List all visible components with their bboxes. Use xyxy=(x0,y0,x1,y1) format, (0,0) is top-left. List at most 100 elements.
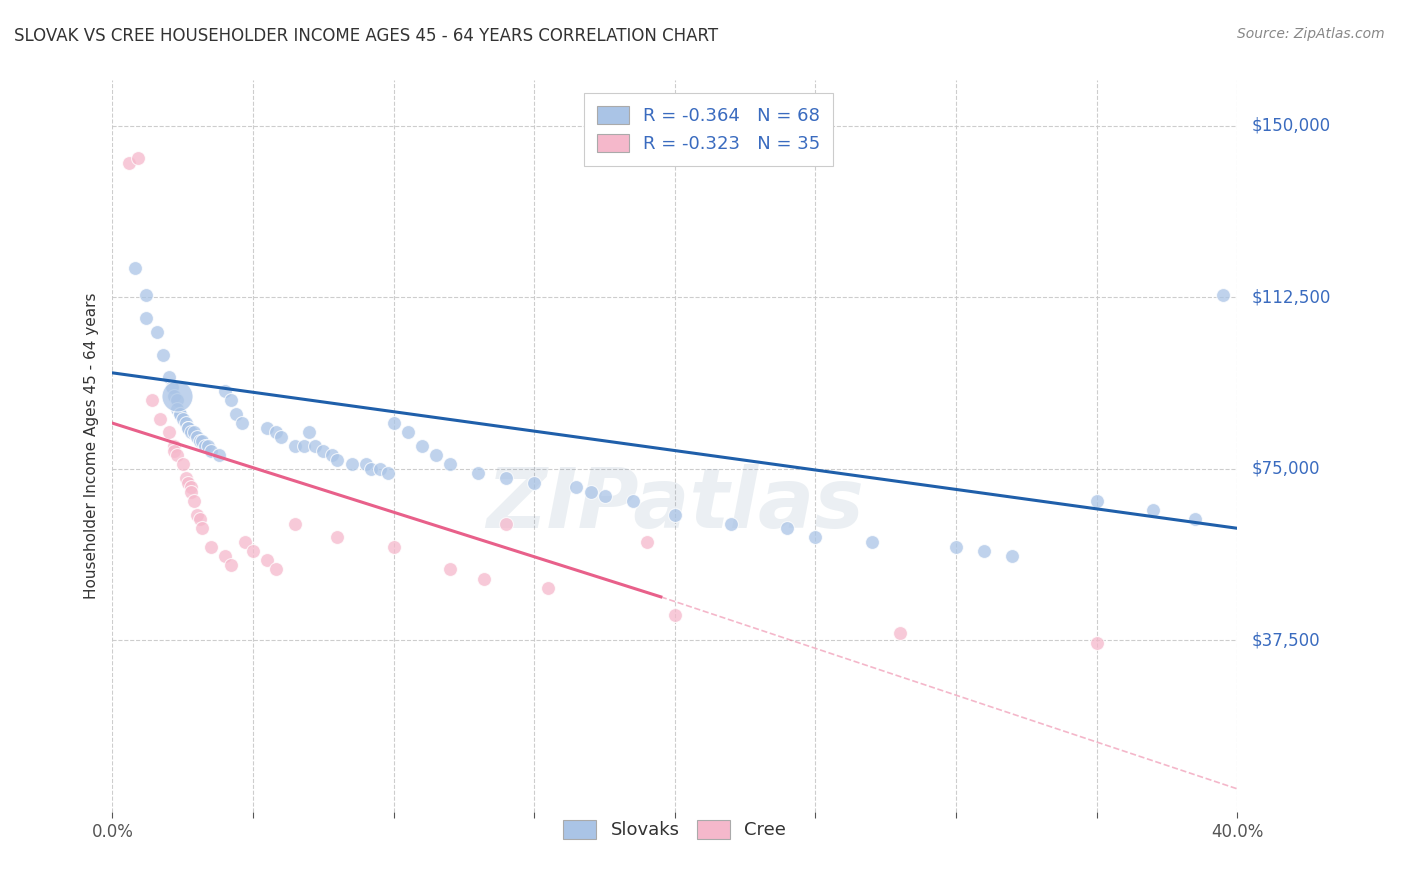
Point xyxy=(411,439,433,453)
Point xyxy=(945,540,967,554)
Point xyxy=(163,389,186,403)
Point xyxy=(264,425,287,440)
Point xyxy=(1212,288,1234,302)
Legend: Slovaks, Cree: Slovaks, Cree xyxy=(557,813,793,847)
Point xyxy=(776,521,799,535)
Point xyxy=(382,416,405,430)
Point xyxy=(191,521,214,535)
Point xyxy=(124,260,146,275)
Point xyxy=(664,508,686,522)
Point xyxy=(354,457,377,471)
Point xyxy=(495,516,517,531)
Point xyxy=(200,443,222,458)
Point xyxy=(889,626,911,640)
Point xyxy=(191,434,214,449)
Point xyxy=(1001,549,1024,563)
Point xyxy=(180,480,202,494)
Point xyxy=(183,493,205,508)
Point xyxy=(664,608,686,623)
Point xyxy=(565,480,588,494)
Point xyxy=(188,512,211,526)
Point xyxy=(194,439,217,453)
Point xyxy=(231,416,253,430)
Point xyxy=(593,489,616,503)
Point xyxy=(1142,503,1164,517)
Point xyxy=(219,558,242,572)
Point xyxy=(621,493,644,508)
Point xyxy=(225,407,247,421)
Point xyxy=(439,562,461,576)
Point xyxy=(1085,635,1108,649)
Point xyxy=(157,370,180,384)
Point xyxy=(188,434,211,449)
Point xyxy=(523,475,546,490)
Point xyxy=(157,425,180,440)
Point xyxy=(720,516,742,531)
Point xyxy=(264,562,287,576)
Point xyxy=(321,448,343,462)
Point xyxy=(141,393,163,408)
Point xyxy=(304,439,326,453)
Point xyxy=(180,425,202,440)
Point xyxy=(214,384,236,398)
Point xyxy=(467,467,489,481)
Point xyxy=(172,411,194,425)
Point xyxy=(537,581,560,595)
Point xyxy=(326,530,349,544)
Point xyxy=(186,508,208,522)
Point xyxy=(118,155,141,169)
Text: Source: ZipAtlas.com: Source: ZipAtlas.com xyxy=(1237,27,1385,41)
Point xyxy=(360,462,382,476)
Point xyxy=(425,448,447,462)
Point xyxy=(579,484,602,499)
Y-axis label: Householder Income Ages 45 - 64 years: Householder Income Ages 45 - 64 years xyxy=(84,293,100,599)
Point xyxy=(177,420,200,434)
Point xyxy=(197,439,219,453)
Point xyxy=(1184,512,1206,526)
Point xyxy=(256,420,278,434)
Point xyxy=(127,151,149,165)
Text: $112,500: $112,500 xyxy=(1251,288,1330,307)
Point xyxy=(214,549,236,563)
Point xyxy=(284,439,307,453)
Point xyxy=(186,430,208,444)
Point xyxy=(312,443,335,458)
Point xyxy=(183,425,205,440)
Text: $75,000: $75,000 xyxy=(1251,460,1320,478)
Point xyxy=(368,462,391,476)
Point xyxy=(177,420,200,434)
Point xyxy=(270,430,292,444)
Point xyxy=(166,389,188,403)
Point xyxy=(152,347,174,362)
Point xyxy=(160,379,183,393)
Point xyxy=(377,467,399,481)
Point xyxy=(177,475,200,490)
Point xyxy=(804,530,827,544)
Point xyxy=(973,544,995,558)
Point xyxy=(163,443,186,458)
Point xyxy=(149,411,172,425)
Point xyxy=(163,439,186,453)
Point xyxy=(169,407,191,421)
Point xyxy=(208,448,231,462)
Point xyxy=(860,535,883,549)
Point xyxy=(146,325,169,339)
Point xyxy=(174,416,197,430)
Point xyxy=(495,471,517,485)
Point xyxy=(172,457,194,471)
Point xyxy=(166,393,188,408)
Point xyxy=(135,288,157,302)
Point xyxy=(256,553,278,567)
Text: SLOVAK VS CREE HOUSEHOLDER INCOME AGES 45 - 64 YEARS CORRELATION CHART: SLOVAK VS CREE HOUSEHOLDER INCOME AGES 4… xyxy=(14,27,718,45)
Point xyxy=(200,540,222,554)
Point xyxy=(233,535,256,549)
Point xyxy=(292,439,315,453)
Point xyxy=(284,516,307,531)
Point xyxy=(298,425,321,440)
Text: $37,500: $37,500 xyxy=(1251,632,1320,649)
Point xyxy=(219,393,242,408)
Point xyxy=(326,452,349,467)
Point xyxy=(636,535,658,549)
Point xyxy=(439,457,461,471)
Point xyxy=(396,425,419,440)
